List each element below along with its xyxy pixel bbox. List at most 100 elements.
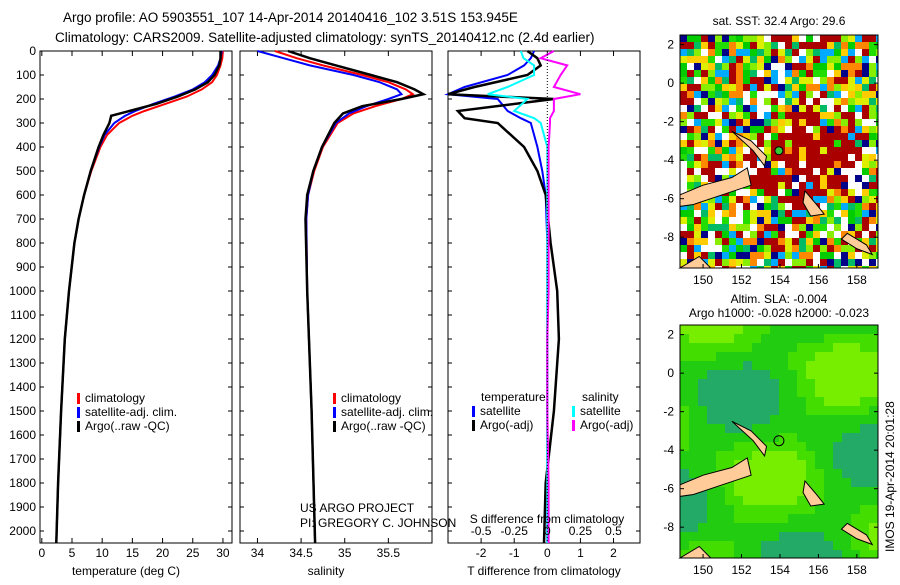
map-cell [848, 210, 855, 217]
map-cell [736, 91, 743, 98]
map-cell [799, 196, 806, 203]
map-cell [855, 77, 862, 84]
x2-tick-label: -0.25 [501, 524, 529, 538]
map-cell [743, 352, 752, 361]
map-cell [820, 147, 827, 154]
map-cell [834, 245, 841, 252]
map-cell [729, 189, 736, 196]
map-cell [736, 84, 743, 91]
map-cell [797, 550, 806, 558]
map-cell [752, 388, 761, 397]
map-cell [687, 245, 694, 252]
map-cell [806, 91, 813, 98]
map-cell [833, 550, 842, 558]
map-cell [785, 49, 792, 56]
x-axis-label: salinity [308, 564, 345, 578]
map-cell [743, 541, 752, 550]
map-cell [815, 550, 824, 558]
map-cell [708, 196, 715, 203]
map-cell [771, 112, 778, 119]
map-cell [764, 63, 771, 70]
y-tick-label: 700 [16, 212, 36, 226]
map-cell [824, 496, 833, 505]
map-cell [687, 168, 694, 175]
map-cell [778, 49, 785, 56]
map-cell [680, 140, 687, 147]
map-cell [799, 203, 806, 210]
map-cell [779, 541, 788, 550]
map-cell [827, 63, 834, 70]
map-cell [725, 361, 734, 370]
map-cell [715, 77, 722, 84]
map-cell [736, 238, 743, 245]
map-cell [729, 35, 736, 42]
map-cell [842, 406, 851, 415]
map-cell [680, 154, 687, 161]
map-cell [855, 56, 862, 63]
map-cell [736, 77, 743, 84]
map-cell [680, 119, 687, 126]
map-cell [725, 460, 734, 469]
map-cell [869, 42, 876, 49]
map-cell [848, 42, 855, 49]
map-cell [680, 245, 687, 252]
map-cell [771, 140, 778, 147]
map-cell [842, 379, 851, 388]
map-cell [813, 98, 820, 105]
map-cell [687, 112, 694, 119]
map-cell [841, 140, 848, 147]
lon-tick-label: 150 [693, 273, 713, 287]
map-cell [785, 35, 792, 42]
map-cell [725, 352, 734, 361]
map-cell [848, 126, 855, 133]
map-cell [722, 98, 729, 105]
map-cell [820, 112, 827, 119]
map-cell [715, 252, 722, 259]
map-cell [842, 442, 851, 451]
map-cell [806, 140, 813, 147]
x-tick-label: 35 [338, 546, 352, 560]
map-cell [806, 154, 813, 161]
map-cell [764, 56, 771, 63]
map-cell [820, 126, 827, 133]
map-cell [729, 168, 736, 175]
map-cell [820, 196, 827, 203]
map-cell [734, 424, 743, 433]
map-cell [806, 252, 813, 259]
map-cell [827, 259, 834, 266]
map-cell [707, 379, 716, 388]
map-cell [869, 189, 876, 196]
map-cell [797, 505, 806, 514]
map-cell [716, 343, 725, 352]
map-cell [833, 505, 842, 514]
map-cell [687, 77, 694, 84]
map-cell [851, 496, 860, 505]
map-cell [707, 343, 716, 352]
map-cell [689, 352, 698, 361]
map-cell [842, 343, 851, 352]
map-cell [708, 91, 715, 98]
map-cell [716, 406, 725, 415]
map-cell [771, 245, 778, 252]
map-cell [680, 325, 689, 334]
map-cell [820, 49, 827, 56]
map-cell [841, 154, 848, 161]
map-cell [680, 77, 687, 84]
map-cell [722, 154, 729, 161]
map-cell [792, 70, 799, 77]
map-cell [698, 442, 707, 451]
map-cell [761, 451, 770, 460]
lat-tick-label: 2 [667, 38, 674, 52]
map-cell [778, 154, 785, 161]
map-cell [876, 161, 878, 168]
map-cell [860, 397, 869, 406]
map-cell [842, 352, 851, 361]
map-cell [680, 496, 689, 505]
map-cell [698, 424, 707, 433]
map-cell [736, 196, 743, 203]
map-cell [785, 175, 792, 182]
map-cell [761, 370, 770, 379]
map-cell [708, 105, 715, 112]
map-cell [698, 361, 707, 370]
map-cell [827, 147, 834, 154]
